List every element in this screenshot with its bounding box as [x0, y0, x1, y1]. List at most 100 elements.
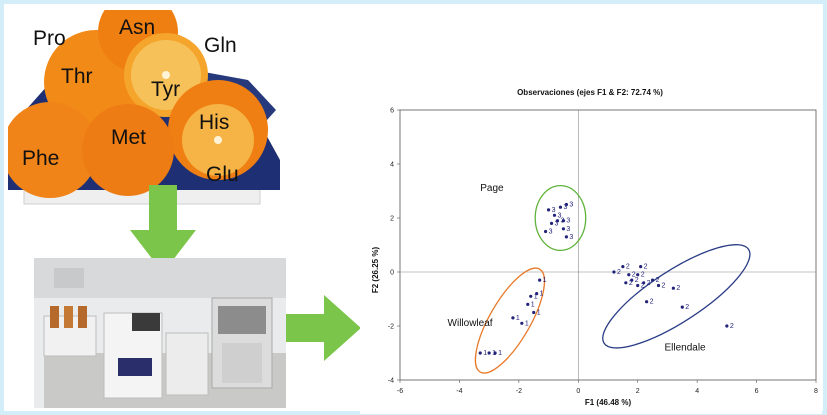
aa-label-met: Met	[111, 126, 147, 149]
point-page	[552, 213, 557, 217]
oranges-illustration	[8, 10, 280, 205]
point-label-willowleaf: 1	[525, 320, 529, 327]
x-tick-label: 0	[576, 388, 580, 395]
point-willowleaf	[478, 351, 482, 355]
ellipse-page	[534, 184, 587, 252]
right-arrow-icon	[286, 295, 361, 361]
point-willowleaf	[511, 316, 515, 320]
point-page	[561, 219, 566, 223]
y-tick-label: 2	[390, 216, 394, 223]
plot-frame	[399, 109, 817, 381]
y-tick-label: 4	[390, 162, 394, 169]
point-label-willowleaf: 1	[498, 350, 502, 357]
x-tick-label: -6	[397, 388, 403, 395]
point-willowleaf	[526, 302, 530, 306]
y-tick-label: 6	[390, 108, 394, 115]
point-page	[564, 202, 568, 207]
point-ellendale	[636, 283, 640, 288]
x-tick-label: -4	[456, 388, 462, 395]
point-ellendale	[680, 305, 684, 309]
point-ellendale	[630, 278, 634, 282]
y-tick-label: -2	[388, 324, 394, 331]
aa-label-phe: Phe	[22, 147, 60, 170]
point-ellendale	[650, 278, 655, 282]
point-willowleaf	[538, 278, 542, 282]
point-page	[564, 235, 568, 239]
oranges-photo: Pro Asn Gln Thr Tyr His Met Phe Glu	[8, 10, 280, 205]
point-ellendale	[624, 281, 628, 285]
point-label-ellendale: 2	[730, 323, 734, 330]
aa-label-gln: Gln	[204, 34, 237, 57]
point-willowleaf	[520, 321, 524, 325]
point-page	[546, 208, 551, 212]
group-label-ellendale: Ellendale	[664, 342, 706, 353]
point-ellendale	[639, 265, 643, 269]
y-tick-label: 0	[390, 270, 394, 277]
point-page	[561, 227, 566, 231]
aa-label-thr: Thr	[61, 65, 93, 88]
point-ellendale	[725, 324, 729, 328]
point-label-willowleaf: 1	[483, 350, 487, 357]
ellipse-ellendale	[602, 244, 751, 349]
point-willowleaf	[487, 351, 491, 355]
point-label-willowleaf: 1	[531, 301, 535, 308]
point-label-page: 3	[566, 218, 570, 225]
aa-label-his: His	[199, 111, 230, 134]
point-label-willowleaf: 1	[534, 293, 538, 300]
point-label-ellendale: 2	[626, 264, 630, 271]
y-tick-label: -4	[388, 378, 394, 385]
group-labels: Page Willowleaf Ellendale	[448, 183, 706, 353]
aa-label-pro: Pro	[33, 27, 66, 50]
point-label-ellendale: 2	[644, 264, 648, 271]
aa-label-tyr: Tyr	[151, 78, 181, 101]
aa-label-glu: Glu	[206, 163, 239, 186]
point-label-ellendale: 2	[629, 280, 633, 287]
down-arrow-icon	[130, 185, 196, 273]
point-label-ellendale: 2	[656, 277, 660, 284]
pca-scatter-plot: Observaciones (ejes F1 & F2: 72.74 %) -6…	[360, 70, 822, 414]
y-axis-title: F2 (26.25 %)	[371, 247, 380, 294]
point-label-page: 3	[563, 204, 567, 211]
point-label-ellendale: 2	[641, 272, 645, 279]
ellipse-willowleaf	[474, 267, 546, 374]
point-label-ellendale: 2	[662, 283, 666, 290]
chart-title: Observaciones (ejes F1 & F2: 72.74 %)	[517, 88, 663, 97]
point-ellendale	[645, 300, 649, 304]
point-label-ellendale: 2	[641, 283, 645, 290]
point-ellendale	[671, 286, 675, 290]
plot-card	[360, 70, 822, 414]
data-points: 33333333331111111111222222222222222	[478, 202, 734, 357]
group-label-willowleaf: Willowleaf	[448, 318, 493, 329]
point-label-page: 3	[552, 207, 556, 214]
point-label-willowleaf: 1	[537, 310, 541, 317]
point-label-willowleaf: 1	[516, 315, 520, 322]
point-ellendale	[642, 281, 646, 285]
point-page	[544, 229, 548, 234]
point-willowleaf	[493, 351, 497, 355]
point-ellendale	[636, 273, 640, 277]
x-tick-label: -2	[516, 388, 522, 395]
point-willowleaf	[532, 310, 536, 315]
lab-instrument-photo	[34, 258, 286, 408]
point-ellendale	[656, 283, 661, 288]
point-label-ellendale: 2	[647, 280, 651, 287]
x-tick-label: 2	[636, 388, 640, 395]
point-label-willowleaf: 1	[540, 291, 544, 298]
point-label-ellendale: 2	[685, 304, 689, 311]
aa-label-asn: Asn	[119, 16, 156, 39]
point-label-page: 3	[566, 226, 570, 233]
point-label-page: 3	[549, 229, 553, 236]
point-ellendale	[627, 273, 631, 277]
point-label-page: 3	[555, 220, 559, 227]
group-ellipses	[474, 184, 751, 374]
x-tick-label: 4	[695, 388, 699, 395]
group-label-page: Page	[480, 183, 504, 194]
point-label-ellendale: 2	[617, 269, 621, 276]
point-willowleaf	[529, 294, 533, 298]
point-label-ellendale: 2	[632, 272, 636, 279]
point-ellendale	[612, 270, 616, 274]
point-willowleaf	[535, 292, 539, 296]
point-label-willowleaf: 1	[543, 277, 547, 284]
point-page	[555, 219, 560, 223]
instrument-illustration	[34, 258, 286, 408]
